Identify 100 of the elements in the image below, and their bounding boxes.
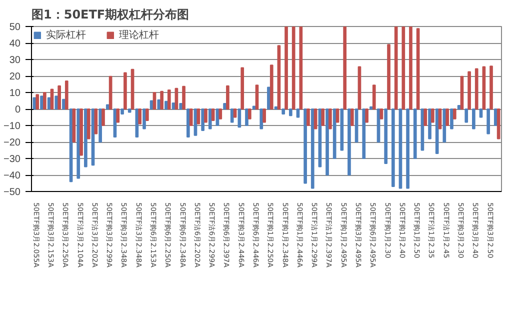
bar: [409, 26, 412, 110]
bar: [167, 90, 171, 110]
bar: [277, 45, 281, 110]
y-tick-label: 0: [14, 104, 21, 116]
bar: [472, 108, 476, 130]
bar: [328, 108, 332, 130]
bar: [304, 108, 307, 184]
bar: [196, 108, 200, 124]
bar: [332, 108, 336, 159]
bar: [40, 96, 44, 110]
y-tick-label: −20: [4, 138, 21, 148]
y-tick-label: 50: [9, 22, 21, 33]
bar: [50, 88, 54, 110]
bar: [326, 108, 329, 176]
y-tick-label: 40: [9, 38, 21, 50]
bar: [282, 108, 286, 114]
bar: [358, 66, 362, 110]
bar: [146, 108, 149, 122]
bar: [47, 97, 51, 110]
bar: [245, 108, 248, 126]
bar: [116, 108, 120, 123]
bar: [255, 84, 259, 110]
bar: [76, 108, 80, 179]
bar: [226, 85, 230, 110]
bar: [43, 92, 46, 110]
bar: [164, 100, 168, 110]
y-tick-label: 20: [9, 72, 21, 82]
y-tick-label: 10: [9, 88, 21, 99]
bar: [152, 92, 156, 110]
bar: [479, 108, 483, 118]
bar: [84, 108, 88, 168]
bar: [86, 108, 90, 140]
bar: [230, 108, 234, 123]
bar: [64, 80, 68, 110]
y-tick-label: −30: [4, 154, 21, 165]
bar: [208, 108, 212, 130]
bar: [54, 96, 58, 110]
bar: [69, 108, 73, 182]
bar: [292, 26, 296, 110]
y-tick-label: 30: [9, 55, 21, 66]
bar: [340, 108, 344, 151]
bar: [384, 108, 388, 164]
y-tick-label: −40: [4, 170, 21, 182]
bar: [260, 108, 264, 130]
bar: [108, 76, 112, 110]
bar: [204, 108, 208, 123]
bar: [424, 108, 428, 126]
bar: [482, 66, 486, 110]
bar: [348, 108, 351, 176]
bar: [72, 108, 76, 142]
bar: [416, 28, 420, 110]
bar: [464, 108, 468, 123]
bar: [284, 26, 288, 110]
bar: [248, 108, 252, 120]
bar: [160, 90, 164, 110]
bar: [174, 88, 178, 110]
bar: [428, 108, 432, 140]
bar: [94, 108, 98, 134]
bar: [431, 108, 434, 123]
bar: [438, 108, 442, 130]
bar: [240, 67, 244, 110]
bar: [80, 108, 83, 156]
bar: [413, 108, 417, 159]
bar: [496, 108, 500, 140]
bar: [211, 108, 215, 122]
bar: [186, 108, 190, 138]
bar: [182, 86, 186, 110]
bar: [468, 71, 471, 110]
bar: [238, 108, 242, 128]
bar: [336, 108, 340, 123]
bar: [130, 68, 134, 110]
bar: [36, 94, 40, 110]
bar: [102, 108, 105, 126]
bar: [365, 108, 368, 123]
bar: [387, 44, 390, 110]
bar: [452, 108, 456, 120]
bar: [201, 108, 204, 131]
bar: [91, 108, 95, 166]
bar: [391, 108, 395, 188]
bar: [124, 72, 127, 110]
bar: [138, 108, 142, 124]
bar: [362, 108, 366, 159]
bar: [218, 108, 222, 120]
chart-title: 图1：50ETF期权杠杆分布图: [32, 8, 190, 22]
bar: [398, 108, 402, 189]
bar: [494, 108, 498, 126]
bar: [372, 84, 376, 110]
bar: [274, 106, 278, 110]
bar: [380, 108, 384, 120]
bar: [450, 108, 454, 130]
bar: [446, 108, 449, 126]
bar: [299, 26, 303, 110]
bar: [343, 26, 347, 110]
y-tick-label: −10: [4, 121, 21, 132]
bar: [394, 26, 398, 110]
bar: [350, 108, 354, 126]
bar: [262, 108, 266, 123]
bar: [490, 66, 493, 110]
bar: [98, 108, 102, 142]
bar: [157, 99, 161, 110]
